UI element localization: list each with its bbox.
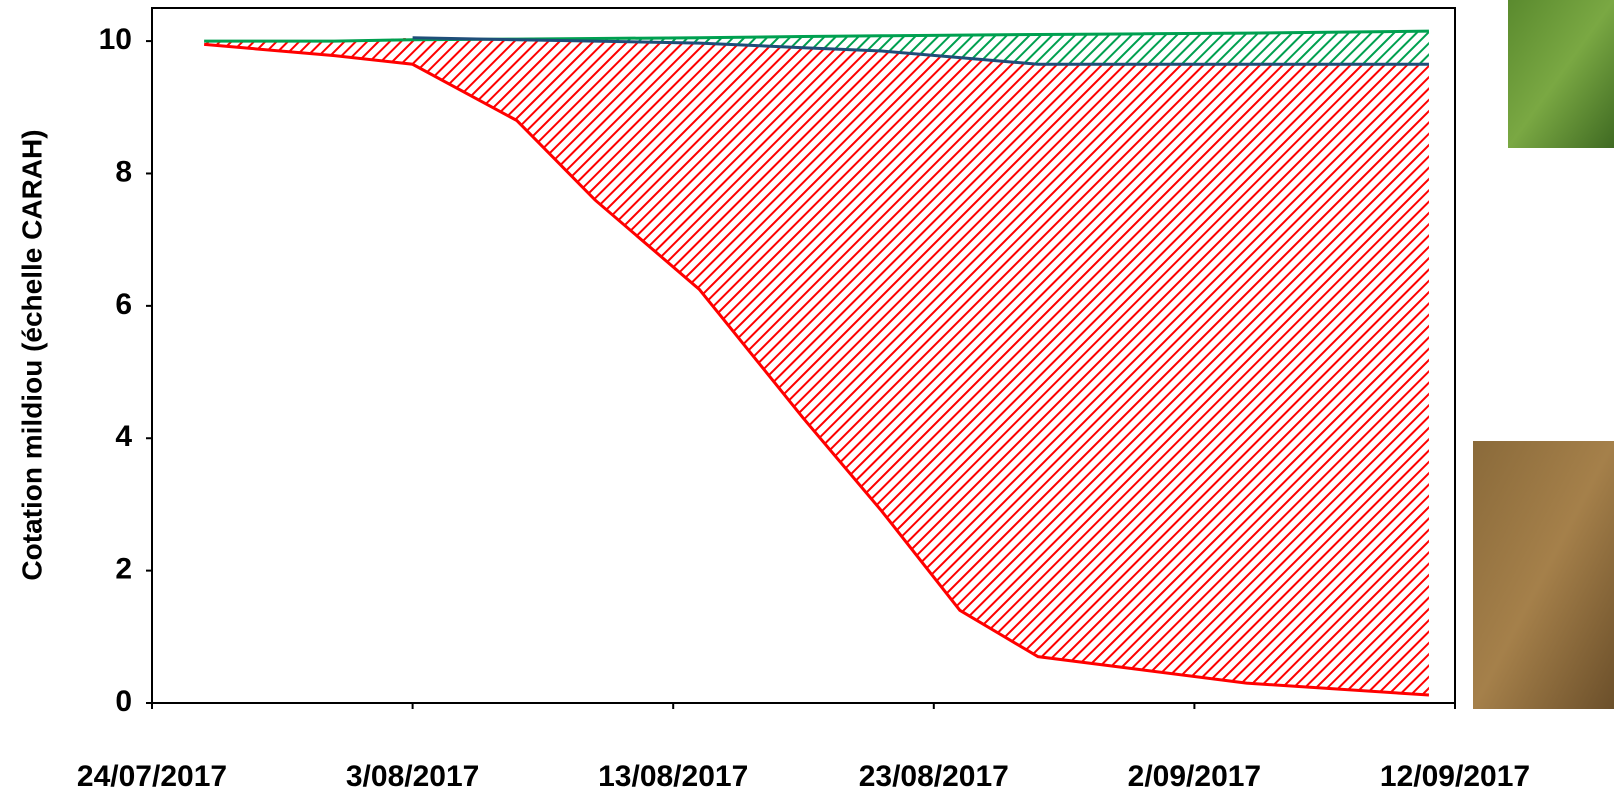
y-tick-label: 10 xyxy=(99,23,132,56)
x-tick-label: 12/09/2017 xyxy=(1380,760,1530,793)
photo-healthy xyxy=(1508,0,1614,148)
loss-area xyxy=(204,38,1429,695)
photo-diseased xyxy=(1473,441,1614,709)
x-tick-label: 2/09/2017 xyxy=(1128,760,1261,793)
y-tick-label: 8 xyxy=(115,155,132,188)
x-tick-label: 3/08/2017 xyxy=(346,760,479,793)
y-tick-label: 0 xyxy=(115,685,132,718)
x-tick-label: 23/08/2017 xyxy=(859,760,1009,793)
y-tick-label: 4 xyxy=(115,420,132,453)
plot-area xyxy=(204,31,1429,695)
y-tick-label: 6 xyxy=(115,288,132,321)
y-axis-label: Cotation mildiou (échelle CARAH) xyxy=(16,129,47,580)
chart: Cotation mildiou (échelle CARAH) 0 2 4 6 8 10… xyxy=(0,0,1614,805)
x-tick-label: 13/08/2017 xyxy=(598,760,748,793)
x-tick-label: 24/07/2017 xyxy=(77,760,227,793)
y-tick-label: 2 xyxy=(115,553,132,586)
